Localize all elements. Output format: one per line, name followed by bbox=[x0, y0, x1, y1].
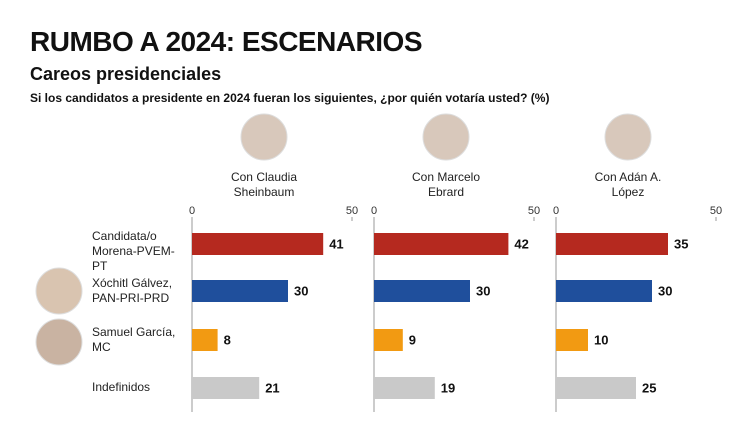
photo bbox=[35, 318, 83, 366]
photo bbox=[604, 113, 652, 161]
bar bbox=[556, 233, 668, 255]
category-label: Samuel García, MC bbox=[92, 325, 176, 354]
bar bbox=[192, 233, 324, 255]
x-tick-label: 0 bbox=[371, 205, 377, 217]
value-label: 42 bbox=[514, 236, 528, 251]
photo bbox=[35, 267, 83, 315]
category-label: Xóchitl Gálvez, PAN-PRI-PRD bbox=[92, 276, 173, 305]
category-label: Candidata/o Morena-PVEM-PT bbox=[92, 229, 175, 273]
bar bbox=[192, 329, 218, 351]
photo bbox=[240, 113, 288, 161]
bar bbox=[374, 377, 435, 399]
x-tick-label: 50 bbox=[528, 205, 540, 217]
x-tick-label: 0 bbox=[553, 205, 559, 217]
value-label: 21 bbox=[265, 380, 279, 395]
bar bbox=[556, 377, 636, 399]
bar bbox=[374, 233, 509, 255]
value-label: 41 bbox=[329, 236, 343, 251]
category-label: Indefinidos bbox=[92, 380, 151, 394]
question: Si los candidatos a presidente en 2024 f… bbox=[30, 91, 550, 105]
value-label: 8 bbox=[224, 332, 231, 347]
panel-title: Con Adán A. López bbox=[594, 170, 662, 199]
x-tick-label: 50 bbox=[346, 205, 358, 217]
value-label: 30 bbox=[476, 283, 490, 298]
bar bbox=[556, 280, 652, 302]
title: RUMBO A 2024: ESCENARIOS bbox=[30, 26, 423, 57]
bar bbox=[192, 280, 288, 302]
value-label: 25 bbox=[642, 380, 656, 395]
value-label: 10 bbox=[594, 332, 608, 347]
bar bbox=[192, 377, 260, 399]
photo bbox=[422, 113, 470, 161]
x-tick-label: 50 bbox=[710, 205, 722, 217]
bar bbox=[374, 280, 470, 302]
bar bbox=[556, 329, 588, 351]
subtitle: Careos presidenciales bbox=[30, 64, 222, 84]
panel-title: Con Claudia Sheinbaum bbox=[230, 170, 298, 199]
value-label: 30 bbox=[658, 283, 672, 298]
value-label: 9 bbox=[409, 332, 416, 347]
x-tick-label: 0 bbox=[189, 205, 195, 217]
value-label: 30 bbox=[294, 283, 308, 298]
bar bbox=[374, 329, 403, 351]
value-label: 19 bbox=[441, 380, 455, 395]
panel-title: Con Marcelo Ebrard bbox=[411, 170, 481, 199]
value-label: 35 bbox=[674, 236, 688, 251]
